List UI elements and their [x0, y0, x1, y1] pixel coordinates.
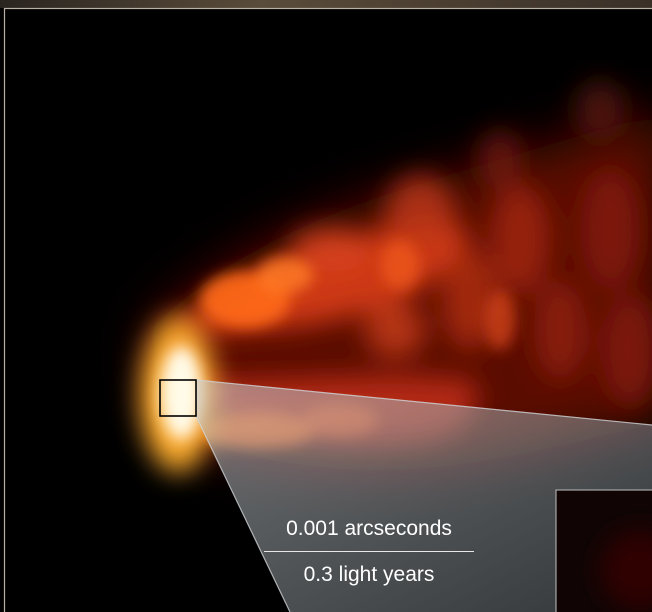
zoom-cone — [196, 380, 652, 612]
scale-bar: 0.001 arcseconds 0.3 light years — [262, 518, 476, 586]
scale-bar-line — [264, 551, 474, 552]
zoom-box — [159, 379, 197, 417]
sky-strip — [0, 0, 652, 8]
physical-scale-label: 0.3 light years — [303, 563, 435, 586]
zoom-cone-edge-top — [195, 379, 652, 426]
jet-core — [152, 337, 208, 453]
angular-scale-label: 0.001 arcseconds — [286, 517, 452, 540]
zoom-cone-edge-bottom — [195, 415, 291, 612]
image-frame — [3, 7, 652, 612]
inset-glow — [600, 530, 652, 610]
